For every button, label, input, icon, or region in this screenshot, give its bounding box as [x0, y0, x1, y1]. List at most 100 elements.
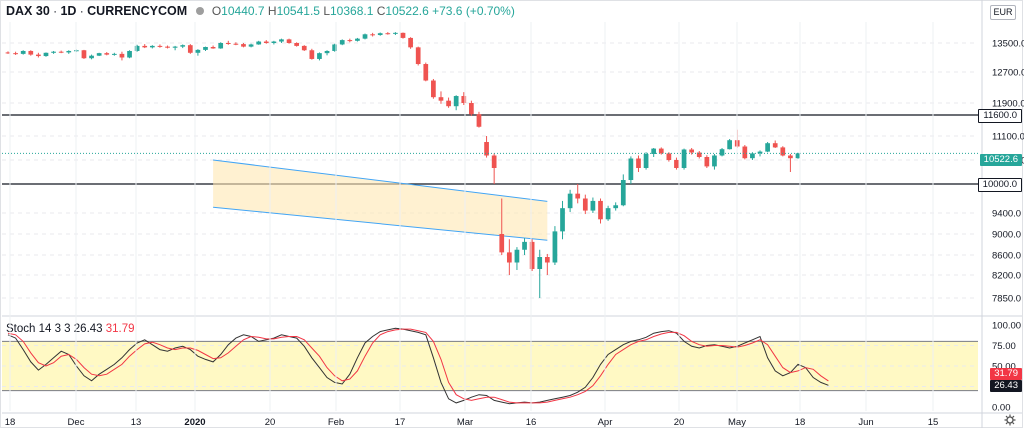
candle-body[interactable]: [757, 151, 763, 154]
candle-body[interactable]: [529, 241, 535, 269]
candle-body[interactable]: [750, 153, 755, 159]
candle-body[interactable]: [142, 45, 148, 48]
candle-body[interactable]: [544, 257, 550, 263]
candle-body[interactable]: [218, 43, 224, 49]
candle-body[interactable]: [567, 193, 573, 209]
candle-body[interactable]: [377, 33, 383, 36]
candle-body[interactable]: [104, 53, 110, 55]
candle-body[interactable]: [332, 44, 337, 51]
candle-body[interactable]: [765, 143, 770, 152]
candle-body[interactable]: [476, 114, 482, 127]
candle-body[interactable]: [324, 50, 330, 54]
stoch-label[interactable]: Stoch 14 3 3: [6, 323, 71, 335]
candle-body[interactable]: [81, 50, 87, 59]
candle-body[interactable]: [28, 50, 34, 55]
candle-body[interactable]: [400, 32, 406, 38]
channel-upper-line[interactable]: [213, 159, 548, 202]
candle-body[interactable]: [286, 39, 292, 43]
candle-body[interactable]: [788, 155, 793, 159]
candle-body[interactable]: [643, 154, 649, 168]
stoch-d-line[interactable]: [7, 328, 829, 404]
candle-body[interactable]: [119, 53, 125, 58]
candle-body[interactable]: [491, 155, 497, 169]
candle-body[interactable]: [506, 252, 512, 263]
candle-body[interactable]: [613, 205, 619, 209]
candle-body[interactable]: [681, 149, 687, 169]
candle-body[interactable]: [279, 39, 284, 42]
candle-body[interactable]: [89, 55, 94, 59]
candle-body[interactable]: [780, 147, 786, 156]
candle-body[interactable]: [195, 49, 201, 53]
candle-body[interactable]: [20, 50, 26, 54]
candle-body[interactable]: [111, 53, 117, 55]
candle-body[interactable]: [689, 149, 695, 153]
candle-body[interactable]: [484, 142, 489, 156]
candle-body[interactable]: [605, 208, 611, 220]
candle-body[interactable]: [704, 157, 710, 167]
candle-body[interactable]: [499, 234, 505, 253]
candle-body[interactable]: [522, 241, 527, 250]
candle-body[interactable]: [408, 37, 413, 48]
currency-badge[interactable]: EUR: [990, 5, 1016, 20]
candle-body[interactable]: [628, 158, 634, 181]
candle-body[interactable]: [157, 45, 163, 47]
candle-body[interactable]: [446, 100, 451, 107]
candle-body[interactable]: [719, 149, 725, 156]
candle-body[interactable]: [795, 153, 801, 159]
candle-body[interactable]: [393, 32, 398, 34]
candle-body[interactable]: [598, 200, 603, 220]
candle-body[interactable]: [43, 52, 49, 57]
candle-body[interactable]: [5, 52, 11, 54]
candle-body[interactable]: [537, 257, 543, 269]
candle-body[interactable]: [742, 146, 748, 159]
candle-body[interactable]: [36, 54, 41, 57]
candle-body[interactable]: [180, 45, 186, 47]
candle-body[interactable]: [582, 198, 588, 211]
interval-label[interactable]: 1D: [60, 4, 77, 18]
candle-body[interactable]: [712, 155, 717, 167]
candle-body[interactable]: [51, 51, 56, 53]
candle-body[interactable]: [187, 45, 193, 53]
candle-body[interactable]: [96, 53, 102, 56]
candle-body[interactable]: [590, 200, 596, 211]
candle-body[interactable]: [317, 53, 322, 59]
candle-body[interactable]: [66, 50, 72, 53]
symbol-name[interactable]: DAX 30: [6, 4, 50, 18]
candle-body[interactable]: [385, 33, 391, 35]
candle-body[interactable]: [552, 231, 558, 263]
parallel-channel-fill[interactable]: [213, 160, 548, 241]
candle-body[interactable]: [415, 47, 421, 65]
candle-body[interactable]: [666, 153, 672, 160]
candle-body[interactable]: [13, 53, 18, 55]
candle-body[interactable]: [149, 45, 155, 48]
candle-body[interactable]: [339, 40, 345, 45]
candle-body[interactable]: [772, 143, 778, 148]
candle-body[interactable]: [355, 38, 360, 41]
candle-body[interactable]: [438, 97, 444, 101]
channel-lower-line[interactable]: [213, 206, 548, 241]
candle-body[interactable]: [294, 43, 300, 46]
candle-body[interactable]: [233, 43, 239, 45]
candle-body[interactable]: [560, 208, 565, 232]
candle-body[interactable]: [256, 41, 262, 45]
candle-body[interactable]: [263, 41, 269, 43]
candle-body[interactable]: [309, 50, 315, 59]
candle-body[interactable]: [248, 44, 254, 47]
candle-body[interactable]: [514, 249, 520, 263]
candle-body[interactable]: [225, 43, 231, 44]
candle-body[interactable]: [210, 46, 216, 49]
candle-body[interactable]: [727, 140, 732, 150]
candle-body[interactable]: [431, 80, 436, 98]
candle-body[interactable]: [241, 44, 246, 47]
gear-icon[interactable]: [1004, 414, 1016, 426]
candle-body[interactable]: [58, 51, 64, 53]
candle-body[interactable]: [134, 45, 140, 51]
stoch-k-line[interactable]: [7, 327, 829, 405]
candle-body[interactable]: [362, 34, 368, 39]
candle-body[interactable]: [696, 152, 702, 158]
candle-body[interactable]: [620, 180, 626, 206]
candle-body[interactable]: [674, 160, 679, 168]
candle-body[interactable]: [370, 34, 375, 36]
candle-body[interactable]: [651, 148, 657, 154]
